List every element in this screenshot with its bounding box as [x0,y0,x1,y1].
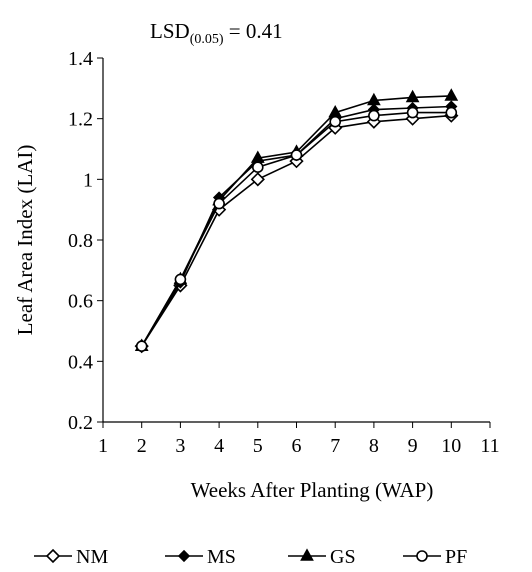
x-tick-label: 10 [441,435,461,457]
series-layer [134,88,459,354]
data-point-triangle-filled [444,88,459,101]
data-point-triangle-filled [367,92,381,106]
lsd-annotation: LSD(0.05) = 0.41 [150,19,283,47]
y-axis-label: Leaf Area Index (LAI) [13,145,37,336]
x-tick-label: 11 [480,435,499,457]
lsd-prefix: LSD [150,19,190,43]
x-tick-label: 5 [253,435,263,457]
series-line-ms [141,105,452,347]
x-axis-label: Weeks After Planting (WAP) [191,478,434,502]
y-tick-label: 0.2 [68,412,93,434]
y-tick-label: 1.2 [68,109,93,131]
y-tick-label: 0.4 [68,351,93,373]
data-point-triangle-filled [300,548,314,561]
x-tick-label: 1 [98,435,108,457]
lsd-value: = 0.41 [224,19,283,43]
x-tick-label: 3 [175,435,185,457]
data-point-diamond-open [250,172,265,187]
series-line-gs [141,95,452,347]
data-point-diamond-open [45,548,61,564]
data-point-circle-open [416,550,428,562]
lsd-subscript: (0.05) [190,32,224,47]
data-point-circle-open [406,106,419,119]
legend-item-pf: PF [403,546,467,568]
data-point-circle-open [368,109,380,122]
data-point-circle-open [213,197,225,210]
data-point-circle-open [251,161,264,173]
x-tick-label: 2 [137,435,147,457]
x-tick-label: 7 [330,435,340,457]
data-point-circle-open [290,149,303,161]
legend-label: NM [76,546,108,568]
data-point-circle-open [445,106,458,119]
series-pf [135,106,458,352]
series-gs [134,88,459,351]
data-point-circle-open [329,115,342,128]
x-tick-label: 6 [292,435,302,457]
x-tick-label: 8 [369,435,379,457]
data-point-circle-open [174,273,187,286]
data-point-circle-open [135,340,148,352]
data-point-triangle-filled [405,89,420,103]
y-tick-label: 1.4 [68,48,93,70]
x-tick-label: 9 [408,435,418,457]
y-tick-label: 0.6 [68,291,93,313]
legend-label: GS [330,546,356,568]
legend-label: MS [207,546,236,568]
series-ms [135,100,458,353]
legend-label: PF [445,546,467,568]
y-tick-label: 0.8 [68,230,93,252]
legend-item-nm: NM [34,546,108,568]
legend-item-gs: GS [288,546,356,568]
y-tick-label: 1 [83,169,93,191]
legend-item-ms: MS [165,546,236,568]
legend: NM MS GS PF [34,546,467,568]
x-tick-label: 4 [214,435,224,457]
ticks: 0.2 0.4 0.6 0.8 1 1.2 1.4 1 2 3 4 5 6 7 8 9 10 11 [68,48,500,457]
data-point-diamond-filled [177,549,191,563]
